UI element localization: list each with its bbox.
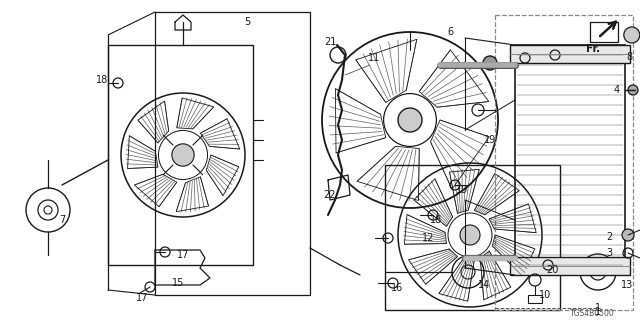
Bar <box>528 295 542 303</box>
Bar <box>108 45 253 265</box>
Text: 1: 1 <box>595 307 601 317</box>
Text: 14: 14 <box>478 280 490 290</box>
Bar <box>590 22 618 42</box>
Circle shape <box>624 27 640 43</box>
Text: 20: 20 <box>546 265 558 275</box>
Bar <box>510 257 630 275</box>
Text: 7: 7 <box>59 215 65 225</box>
Text: 10: 10 <box>539 290 551 300</box>
Text: 16: 16 <box>391 283 403 293</box>
Text: 15: 15 <box>172 278 184 288</box>
Circle shape <box>172 144 194 166</box>
Text: 17: 17 <box>177 250 189 260</box>
Bar <box>510 45 630 63</box>
Text: 13: 13 <box>621 280 633 290</box>
Text: 19: 19 <box>456 185 468 195</box>
Circle shape <box>398 108 422 132</box>
Bar <box>515 45 625 275</box>
Text: 8: 8 <box>626 52 632 62</box>
Bar <box>385 165 560 310</box>
Text: 5: 5 <box>244 17 250 27</box>
Circle shape <box>628 85 638 95</box>
Text: 18: 18 <box>96 75 108 85</box>
Circle shape <box>483 56 497 70</box>
Bar <box>495 15 633 310</box>
Text: 22: 22 <box>324 190 336 200</box>
Text: 19: 19 <box>484 135 496 145</box>
Text: 6: 6 <box>447 27 453 37</box>
Text: Fr.: Fr. <box>586 44 600 54</box>
Text: TGS4B0500: TGS4B0500 <box>570 308 615 317</box>
Circle shape <box>460 225 480 245</box>
Text: 18: 18 <box>430 215 442 225</box>
Text: 11: 11 <box>368 53 380 63</box>
Text: 17: 17 <box>136 293 148 303</box>
Text: 12: 12 <box>422 233 434 243</box>
Text: 2: 2 <box>606 232 612 242</box>
Text: 1: 1 <box>595 303 601 313</box>
Circle shape <box>622 229 634 241</box>
Text: 21: 21 <box>324 37 336 47</box>
Text: 3: 3 <box>606 248 612 258</box>
Text: 4: 4 <box>614 85 620 95</box>
